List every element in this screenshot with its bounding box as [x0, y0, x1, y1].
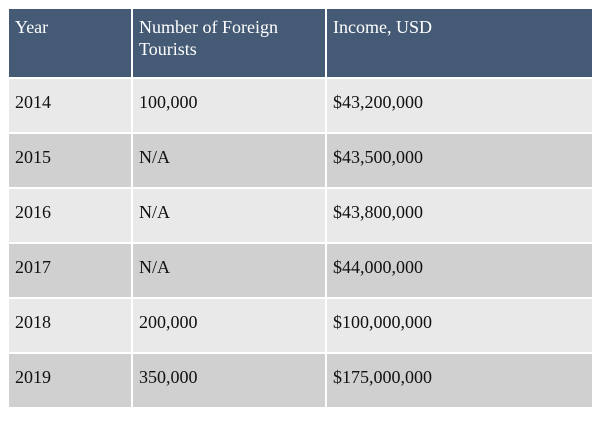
cell-income: $43,500,000	[326, 133, 593, 188]
table-row: 2017 N/A $44,000,000	[8, 243, 593, 298]
table-row: 2015 N/A $43,500,000	[8, 133, 593, 188]
table-row: 2019 350,000 $175,000,000	[8, 353, 593, 408]
table-row: 2018 200,000 $100,000,000	[8, 298, 593, 353]
cell-foreign-tourists: N/A	[132, 133, 326, 188]
tourism-income-table: Year Number of Foreign Tourists Income, …	[7, 7, 594, 409]
cell-income: $100,000,000	[326, 298, 593, 353]
cell-income: $175,000,000	[326, 353, 593, 408]
cell-year: 2015	[8, 133, 132, 188]
cell-income: $43,200,000	[326, 78, 593, 133]
cell-income: $44,000,000	[326, 243, 593, 298]
table-body: 2014 100,000 $43,200,000 2015 N/A $43,50…	[8, 78, 593, 408]
table-header: Year Number of Foreign Tourists Income, …	[8, 8, 593, 78]
cell-year: 2016	[8, 188, 132, 243]
cell-foreign-tourists: 200,000	[132, 298, 326, 353]
cell-year: 2019	[8, 353, 132, 408]
cell-foreign-tourists: 350,000	[132, 353, 326, 408]
column-header-foreign-tourists: Number of Foreign Tourists	[132, 8, 326, 78]
column-header-year: Year	[8, 8, 132, 78]
cell-foreign-tourists: N/A	[132, 243, 326, 298]
table-row: 2014 100,000 $43,200,000	[8, 78, 593, 133]
table-row: 2016 N/A $43,800,000	[8, 188, 593, 243]
data-table-container: Year Number of Foreign Tourists Income, …	[7, 7, 592, 409]
cell-income: $43,800,000	[326, 188, 593, 243]
column-header-income: Income, USD	[326, 8, 593, 78]
cell-year: 2018	[8, 298, 132, 353]
cell-year: 2014	[8, 78, 132, 133]
cell-year: 2017	[8, 243, 132, 298]
cell-foreign-tourists: N/A	[132, 188, 326, 243]
header-row: Year Number of Foreign Tourists Income, …	[8, 8, 593, 78]
cell-foreign-tourists: 100,000	[132, 78, 326, 133]
